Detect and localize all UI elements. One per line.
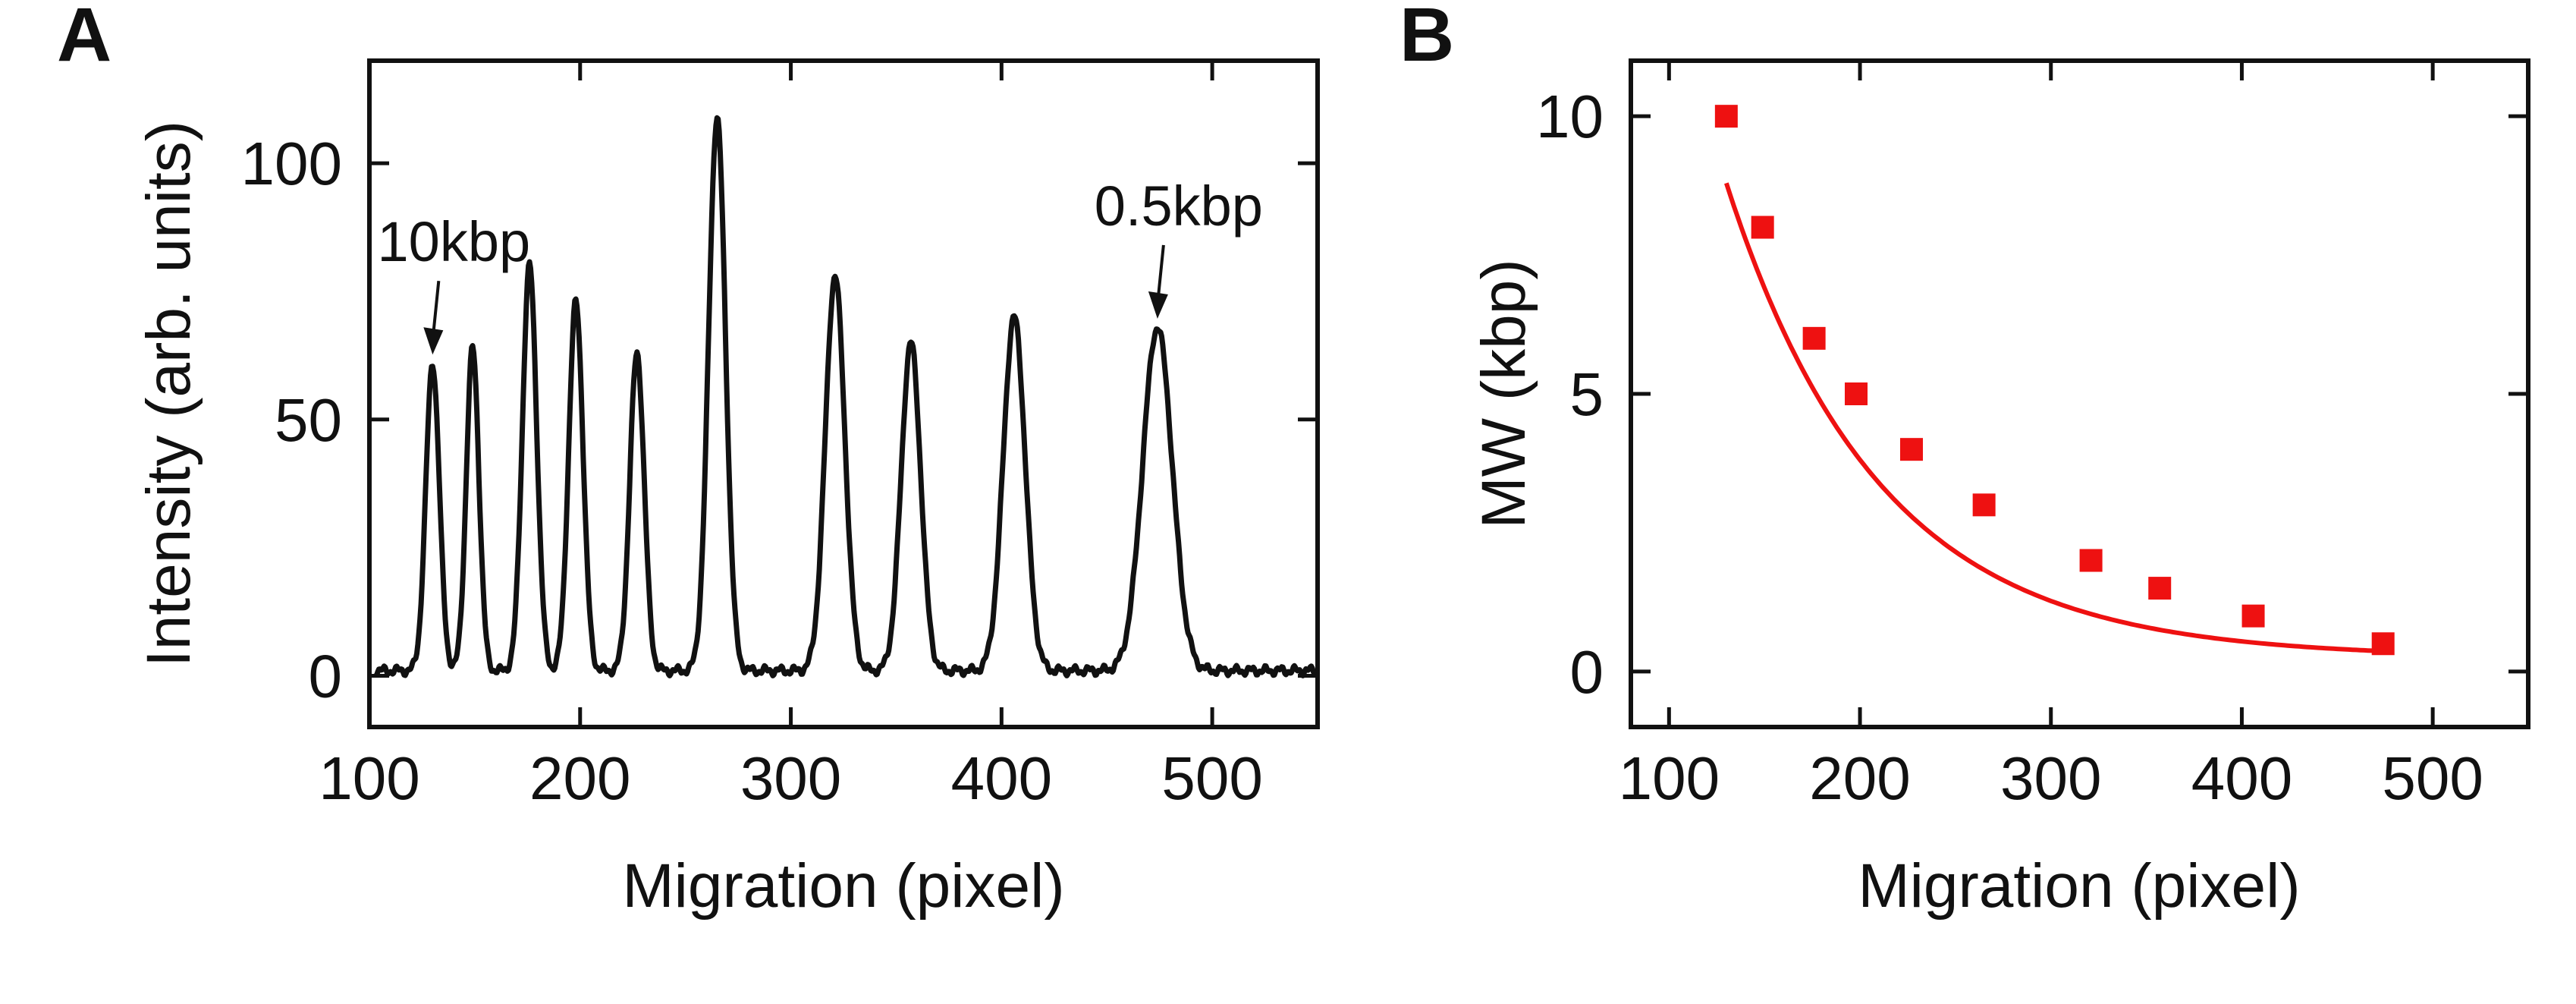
plot-frame-a xyxy=(367,58,1320,729)
x-tick-label: 400 xyxy=(951,744,1052,812)
x-tick-label: 100 xyxy=(319,744,419,812)
y-axis-label-a: Intensity (arb. units) xyxy=(134,121,203,667)
y-tick-label: 0 xyxy=(309,642,343,710)
annotation-label-0: 10kbp xyxy=(378,210,531,273)
x-tick-label: 500 xyxy=(2382,744,2483,812)
data-point-3 xyxy=(1845,382,1868,405)
y-tick-label: 50 xyxy=(275,386,342,454)
plot-frame-b xyxy=(1629,58,2530,729)
annotation-arrow-1 xyxy=(1156,244,1165,298)
data-point-9 xyxy=(2371,632,2395,656)
annotation-arrow-0 xyxy=(432,281,441,334)
intensity-trace xyxy=(374,115,1318,678)
x-tick-label: 500 xyxy=(1161,744,1262,812)
y-tick-label: 5 xyxy=(1570,360,1604,428)
axis-ticks-b: 100 200 300 400 500 0 5 10 xyxy=(1536,61,2528,812)
panel-label-b: B xyxy=(1400,0,1454,77)
panel-a: A 100 200 300 400 500 0 50 100 10kbp 0.5kbp Migr… xyxy=(57,0,1320,921)
x-tick-label: 400 xyxy=(2191,744,2292,812)
data-point-8 xyxy=(2241,604,2265,628)
y-tick-label: 10 xyxy=(1536,83,1604,150)
data-point-1 xyxy=(1751,216,1774,239)
data-point-2 xyxy=(1802,326,1826,350)
data-point-5 xyxy=(1972,493,1996,517)
panel-label-a: A xyxy=(57,0,112,77)
x-tick-label: 300 xyxy=(740,744,841,812)
data-point-7 xyxy=(2148,577,2172,600)
annotation-arrowhead-0 xyxy=(423,327,444,355)
annotations-a: 10kbp 0.5kbp xyxy=(378,175,1263,355)
x-tick-label: 200 xyxy=(1809,744,1910,812)
y-axis-label-b: MW (kbp) xyxy=(1469,259,1538,528)
annotation-arrowhead-1 xyxy=(1148,291,1168,319)
axis-ticks-a: 100 200 300 400 500 0 50 100 xyxy=(241,61,1318,812)
annotation-label-1: 0.5kbp xyxy=(1095,175,1263,238)
x-axis-label-a: Migration (pixel) xyxy=(622,851,1064,921)
data-point-4 xyxy=(1900,438,1924,461)
data-point-0 xyxy=(1714,105,1738,128)
fit-curve xyxy=(1724,182,2383,654)
x-tick-label: 300 xyxy=(2000,744,2101,812)
y-tick-label: 0 xyxy=(1570,638,1604,706)
x-axis-label-b: Migration (pixel) xyxy=(1858,851,2300,921)
data-points xyxy=(1714,105,2395,656)
y-tick-label: 100 xyxy=(241,130,342,197)
data-point-6 xyxy=(2079,549,2103,572)
x-tick-label: 200 xyxy=(529,744,630,812)
x-tick-label: 100 xyxy=(1619,744,1720,812)
